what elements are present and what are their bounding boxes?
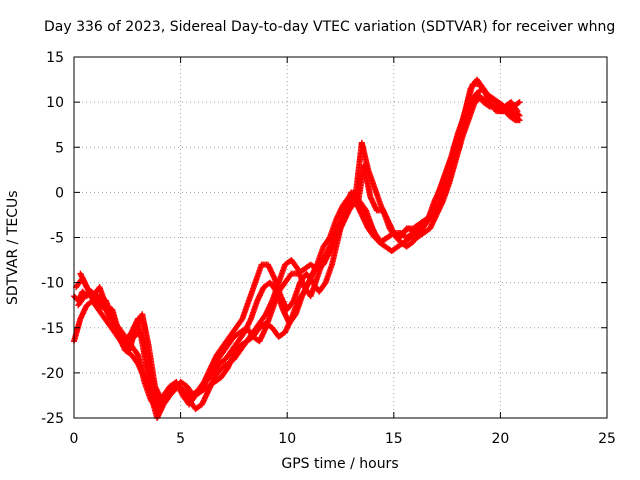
y-tick-label: 10 — [46, 95, 64, 111]
data-point — [496, 107, 503, 114]
y-tick-label: 5 — [55, 140, 64, 156]
y-tick-label: 15 — [46, 50, 64, 66]
data-point — [515, 100, 522, 107]
chart-title: Day 336 of 2023, Sidereal Day-to-day VTE… — [44, 19, 616, 35]
x-tick-label: 25 — [598, 431, 616, 447]
data-markers — [71, 76, 523, 421]
x-tick-label: 10 — [278, 431, 296, 447]
data-point — [516, 99, 523, 106]
data-point — [351, 195, 358, 202]
x-tick-label: 5 — [176, 431, 185, 447]
y-tick-label: -15 — [41, 321, 64, 337]
series-track-E — [77, 76, 523, 421]
x-tick-label: 15 — [385, 431, 403, 447]
data-point — [516, 117, 523, 124]
x-tick-label: 20 — [491, 431, 509, 447]
y-axis-label: SDTVAR / TECUs — [5, 190, 21, 305]
data-point — [511, 116, 518, 123]
y-tick-label: -25 — [41, 411, 64, 427]
data-point — [515, 111, 522, 118]
y-tick-label: 0 — [55, 185, 64, 201]
y-tick-label: -5 — [50, 231, 64, 247]
data-point — [134, 350, 141, 357]
y-tick-label: -10 — [41, 276, 64, 292]
data-point — [513, 106, 520, 113]
y-tick-label: -20 — [41, 366, 64, 382]
x-axis-label: GPS time / hours — [281, 456, 399, 472]
data-point — [514, 108, 521, 115]
x-tick-label: 0 — [70, 431, 79, 447]
data-point — [406, 235, 413, 242]
axis-ticks: 0 5 10 15 20 25 -25 -20 -15 -10 -5 0 5 10 15 — [41, 50, 616, 447]
